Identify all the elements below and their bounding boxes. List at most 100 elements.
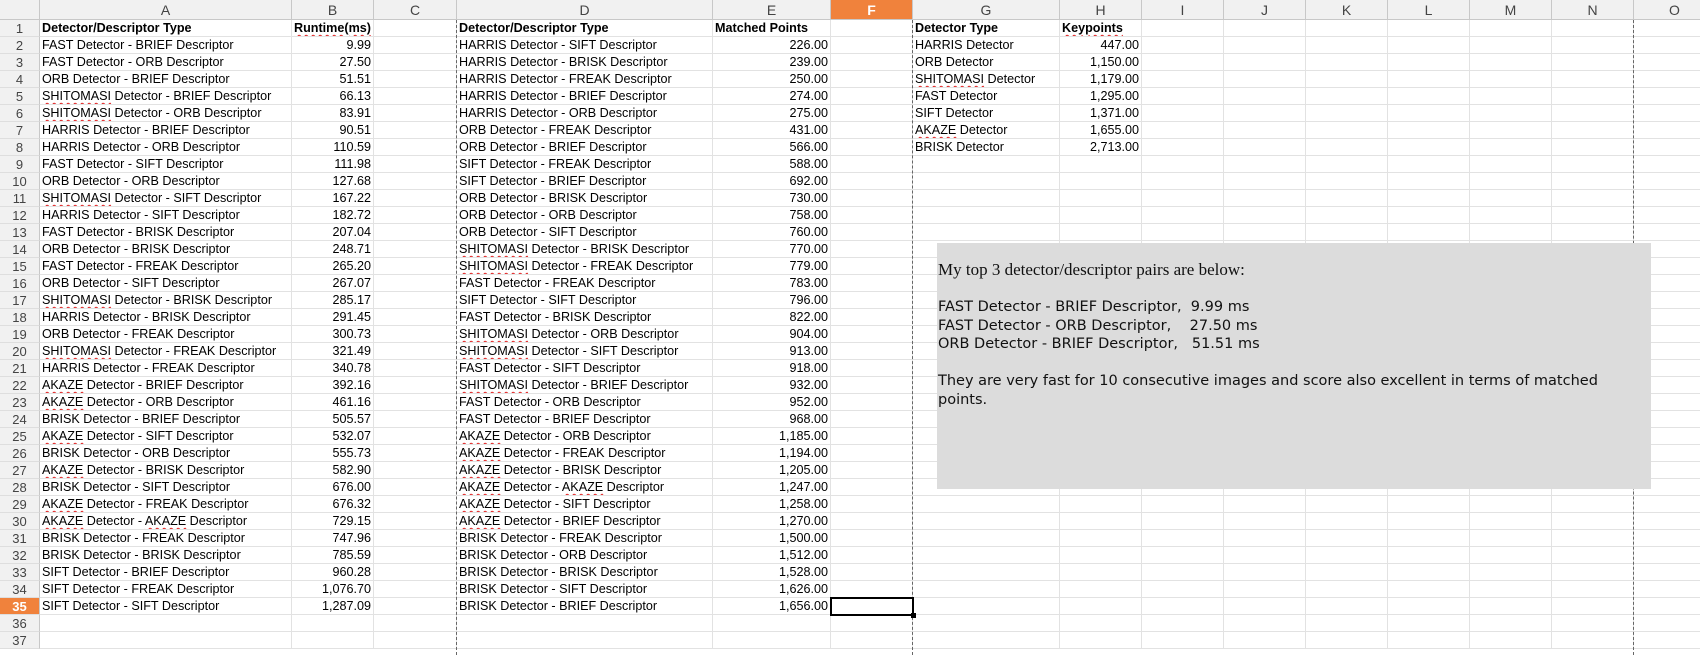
row-header-6[interactable]: 6 (0, 105, 40, 122)
grid-cell[interactable] (1224, 122, 1306, 139)
grid-cell[interactable] (831, 105, 913, 122)
grid-cell[interactable] (1552, 581, 1634, 598)
runtime-type-cell[interactable]: BRISK Detector - SIFT Descriptor (40, 479, 292, 496)
grid-cell[interactable] (374, 156, 457, 173)
grid-cell[interactable] (1634, 581, 1700, 598)
runtime-type-cell[interactable]: FAST Detector - SIFT Descriptor (40, 156, 292, 173)
runtime-type-cell[interactable]: AKAZE Detector - BRIEF Descriptor (40, 377, 292, 394)
grid-cell[interactable] (1470, 54, 1552, 71)
matched-type-cell[interactable]: FAST Detector - SIFT Descriptor (457, 360, 713, 377)
grid-cell[interactable] (913, 547, 1060, 564)
runtime-type-cell[interactable]: HARRIS Detector - BRIEF Descriptor (40, 122, 292, 139)
grid-cell[interactable] (1306, 105, 1388, 122)
runtime-value-cell[interactable]: 207.04 (292, 224, 374, 241)
runtime-type-cell[interactable]: HARRIS Detector - FREAK Descriptor (40, 360, 292, 377)
matched-type-cell[interactable]: ORB Detector - BRISK Descriptor (457, 190, 713, 207)
grid-cell[interactable] (1142, 156, 1224, 173)
runtime-value-cell[interactable]: 729.15 (292, 513, 374, 530)
row-header-20[interactable]: 20 (0, 343, 40, 360)
grid-cell[interactable] (831, 479, 913, 496)
grid-cell[interactable] (1634, 615, 1700, 632)
grid-cell[interactable] (1552, 54, 1634, 71)
row-header-10[interactable]: 10 (0, 173, 40, 190)
grid-cell[interactable] (1634, 122, 1700, 139)
grid-cell[interactable] (1142, 173, 1224, 190)
grid-cell[interactable] (1634, 292, 1700, 309)
grid-cell[interactable] (1388, 581, 1470, 598)
grid-cell[interactable] (1552, 598, 1634, 615)
grid-cell[interactable] (913, 156, 1060, 173)
grid-cell[interactable] (913, 564, 1060, 581)
text-box-note[interactable]: My top 3 detector/descriptor pairs are b… (937, 243, 1651, 489)
matched-value-cell[interactable]: 1,656.00 (713, 598, 831, 615)
runtime-value-cell[interactable]: 51.51 (292, 71, 374, 88)
row-header-13[interactable]: 13 (0, 224, 40, 241)
matched-value-cell[interactable]: 275.00 (713, 105, 831, 122)
runtime-type-cell[interactable]: AKAZE Detector - ORB Descriptor (40, 394, 292, 411)
runtime-value-cell[interactable]: 83.91 (292, 105, 374, 122)
grid-cell[interactable] (374, 54, 457, 71)
grid-cell[interactable] (831, 190, 913, 207)
grid-cell[interactable] (1060, 581, 1142, 598)
grid-cell[interactable] (1224, 37, 1306, 54)
grid-cell[interactable] (1224, 54, 1306, 71)
keypoints-type-cell[interactable]: SHITOMASI Detector (913, 71, 1060, 88)
runtime-type-cell[interactable]: ORB Detector - BRIEF Descriptor (40, 71, 292, 88)
grid-cell[interactable] (1634, 598, 1700, 615)
grid-cell[interactable] (1634, 462, 1700, 479)
matched-value-cell[interactable]: 1,258.00 (713, 496, 831, 513)
grid-cell[interactable] (1060, 207, 1142, 224)
matched-type-cell[interactable]: AKAZE Detector - BRISK Descriptor (457, 462, 713, 479)
grid-cell[interactable] (1060, 173, 1142, 190)
matched-value-cell[interactable]: 1,194.00 (713, 445, 831, 462)
matched-value-cell[interactable]: 692.00 (713, 173, 831, 190)
matched-type-cell[interactable]: AKAZE Detector - SIFT Descriptor (457, 496, 713, 513)
row-header-29[interactable]: 29 (0, 496, 40, 513)
runtime-value-cell[interactable]: 27.50 (292, 54, 374, 71)
keypoints-value-cell[interactable]: 2,713.00 (1060, 139, 1142, 156)
grid-cell[interactable] (831, 530, 913, 547)
grid-cell[interactable] (1470, 496, 1552, 513)
runtime-type-cell[interactable]: SHITOMASI Detector - BRISK Descriptor (40, 292, 292, 309)
matched-value-cell[interactable]: 588.00 (713, 156, 831, 173)
grid-cell[interactable] (831, 411, 913, 428)
runtime-value-cell[interactable]: 300.73 (292, 326, 374, 343)
row-header-17[interactable]: 17 (0, 292, 40, 309)
grid-cell[interactable] (1142, 598, 1224, 615)
matched-type-cell[interactable]: SHITOMASI Detector - SIFT Descriptor (457, 343, 713, 360)
column-header-k[interactable]: K (1306, 0, 1388, 20)
runtime-value-cell[interactable]: 127.68 (292, 173, 374, 190)
grid-cell[interactable] (1142, 20, 1224, 37)
grid-cell[interactable] (913, 207, 1060, 224)
grid-cell[interactable] (374, 462, 457, 479)
row-header-7[interactable]: 7 (0, 122, 40, 139)
grid-cell[interactable] (1634, 496, 1700, 513)
row-header-33[interactable]: 33 (0, 564, 40, 581)
grid-cell[interactable] (1142, 615, 1224, 632)
grid-cell[interactable] (1388, 632, 1470, 649)
runtime-value-cell[interactable]: 267.07 (292, 275, 374, 292)
grid-cell[interactable] (831, 309, 913, 326)
grid-cell[interactable] (1470, 173, 1552, 190)
grid-cell[interactable] (831, 224, 913, 241)
matched-value-cell[interactable]: 783.00 (713, 275, 831, 292)
runtime-type-cell[interactable]: HARRIS Detector - SIFT Descriptor (40, 207, 292, 224)
grid-cell[interactable] (1552, 88, 1634, 105)
runtime-type-cell[interactable]: BRISK Detector - BRISK Descriptor (40, 547, 292, 564)
grid-cell[interactable] (1552, 156, 1634, 173)
grid-cell[interactable] (1224, 598, 1306, 615)
grid-cell[interactable] (831, 71, 913, 88)
grid-cell[interactable] (1634, 326, 1700, 343)
grid-cell[interactable] (374, 632, 457, 649)
row-header-34[interactable]: 34 (0, 581, 40, 598)
grid-cell[interactable] (831, 547, 913, 564)
grid-cell[interactable] (1552, 615, 1634, 632)
grid-cell[interactable] (913, 615, 1060, 632)
grid-cell[interactable] (913, 496, 1060, 513)
matched-header-type[interactable]: Detector/Descriptor Type (457, 20, 713, 37)
column-header-j[interactable]: J (1224, 0, 1306, 20)
row-header-21[interactable]: 21 (0, 360, 40, 377)
grid-cell[interactable] (831, 343, 913, 360)
grid-cell[interactable] (713, 615, 831, 632)
grid-cell[interactable] (1142, 88, 1224, 105)
